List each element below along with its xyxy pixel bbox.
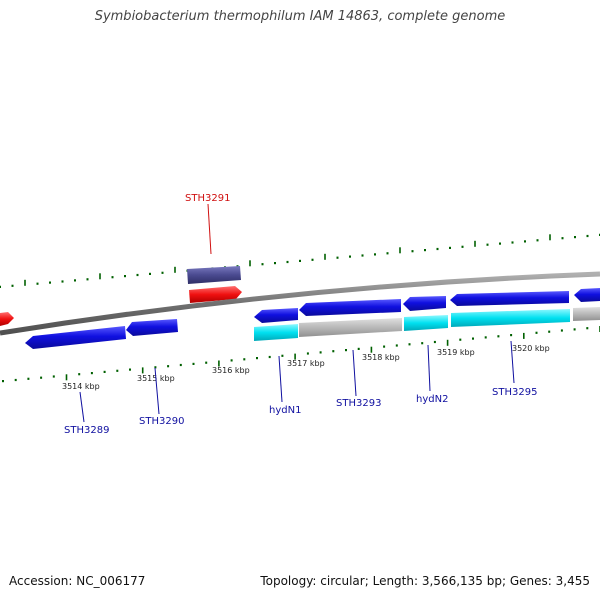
gene-arrow-hydn1[interactable] [254, 308, 298, 323]
leader-line-sth3295 [510, 340, 515, 384]
leader-line-sth3289 [79, 391, 85, 423]
gene-box-cyan-1[interactable] [254, 324, 298, 341]
upper-tick-track [0, 233, 600, 288]
genome-axis [0, 271, 600, 336]
gene-label-sth3291[interactable]: STH3291 [185, 193, 230, 204]
lower-tick-track [2, 326, 600, 383]
kbp-tick-label: 3519 kbp [437, 348, 475, 357]
gene-label-sth3293[interactable]: STH3293 [336, 398, 381, 409]
gene-box-grey-2[interactable] [573, 307, 600, 321]
length-label: Length: [372, 574, 419, 588]
topology-label: Topology: [260, 574, 317, 588]
length-value: 3,566,135 bp [421, 574, 502, 588]
gene-label-hydn1[interactable]: hydN1 [269, 405, 301, 416]
gene-box-cyan-3[interactable] [451, 309, 570, 327]
gene-arrow-sth3295[interactable] [450, 291, 569, 306]
gene-label-hydn2[interactable]: hydN2 [416, 394, 448, 405]
genes-value: 3,455 [555, 574, 590, 588]
gene-label-sth3290[interactable]: STH3290 [139, 416, 184, 427]
leader-line-sth3290 [154, 367, 160, 415]
topology-value: circular [320, 574, 365, 588]
gene-arrow-hydn2[interactable] [403, 296, 446, 311]
highlight-bar [187, 266, 241, 284]
gene-arrow-sth3293[interactable] [299, 299, 401, 316]
map-title: Symbiobacterium thermophilum IAM 14863, … [94, 9, 506, 24]
gene-box-grey-1[interactable] [299, 318, 402, 337]
gene-arrow-sth3290[interactable] [126, 319, 178, 336]
kbp-tick-label: 3514 kbp [62, 382, 100, 391]
gene-arrow-red-left[interactable] [0, 312, 14, 326]
gene-arrow-right-edge[interactable] [574, 288, 600, 302]
accession-label: Accession: [9, 574, 73, 588]
leader-line-hydn2 [427, 344, 431, 392]
leader-line-sth3293 [352, 349, 357, 397]
kbp-tick-label: 3516 kbp [212, 366, 250, 375]
accession-info: Accession: NC_006177 [9, 574, 145, 588]
leader-line-hydn1 [278, 355, 283, 403]
accession-value: NC_006177 [76, 574, 146, 588]
gene-label-sth3295[interactable]: STH3295 [492, 387, 537, 398]
genome-summary: Topology: circular; Length: 3,566,135 bp… [260, 574, 590, 588]
leader-line-sth3291 [207, 203, 212, 255]
kbp-tick-label: 3518 kbp [362, 353, 400, 362]
gene-label-sth3289[interactable]: STH3289 [64, 425, 109, 436]
gene-arrow-sth3289[interactable] [25, 326, 126, 349]
kbp-tick-label: 3520 kbp [512, 344, 550, 353]
gene-arrow-sth3291[interactable] [189, 286, 242, 303]
gene-box-cyan-2[interactable] [404, 315, 448, 331]
kbp-tick-label: 3517 kbp [287, 359, 325, 368]
genes-label: Genes: [509, 574, 552, 588]
